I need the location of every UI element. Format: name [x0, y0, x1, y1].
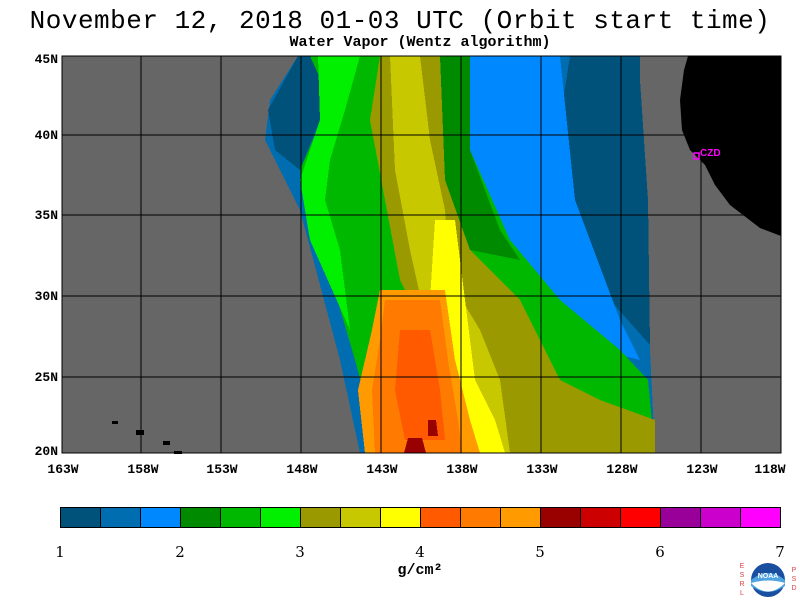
colorbar-swatch	[420, 507, 461, 528]
swath-band-yellowgreen	[390, 56, 510, 453]
station-label: CZD	[700, 148, 721, 159]
svg-text:D: D	[791, 585, 796, 592]
colorbar-tick-label: 1	[55, 543, 65, 561]
lat-label: 35N	[34, 208, 58, 223]
chart-subtitle: Water Vapor (Wentz algorithm)	[289, 34, 551, 51]
colorbar-swatch	[140, 507, 181, 528]
swath-band-darkblue-west	[268, 56, 330, 170]
lon-label: 143W	[366, 462, 398, 477]
lon-label: 148W	[286, 462, 318, 477]
colorbar-tick-label: 7	[775, 543, 785, 561]
colorbar-tick-label: 2	[175, 543, 185, 561]
swath-band-darkred-2	[428, 420, 438, 436]
lon-label: 133W	[526, 462, 558, 477]
lon-label: 138W	[446, 462, 478, 477]
swath-band-darkblue-east	[560, 56, 650, 345]
lon-label: 158W	[127, 462, 159, 477]
colorbar-swatch	[620, 507, 661, 528]
lon-label: 118W	[754, 462, 786, 477]
colorbar-swatch	[660, 507, 701, 528]
svg-text:R: R	[739, 581, 744, 588]
lat-label: 20N	[34, 444, 58, 459]
vapor-swath	[265, 56, 655, 453]
station-marker	[693, 152, 700, 160]
colorbar-swatch	[60, 507, 101, 528]
colorbar-swatch	[540, 507, 581, 528]
lat-label: 40N	[34, 128, 58, 143]
swath-band-darkred	[404, 438, 426, 453]
swath-band-yellow	[430, 220, 505, 453]
colorbar-swatch	[340, 507, 381, 528]
lat-label: 30N	[34, 289, 58, 304]
colorbar-swatch	[180, 507, 221, 528]
colorbar-swatch	[220, 507, 261, 528]
logo-center-text: NOAA	[758, 573, 779, 580]
colorbar-swatch	[460, 507, 501, 528]
logo-left-text: E	[740, 563, 745, 570]
graticule	[62, 56, 781, 453]
colorbar-swatch	[500, 507, 541, 528]
colorbar-tick-label: 4	[415, 543, 425, 561]
swath-band-redorange	[395, 330, 445, 440]
colorbar-tick-label: 3	[295, 543, 305, 561]
colorbar-unit: g/cm²	[397, 562, 443, 579]
colorbar-swatch	[380, 507, 421, 528]
svg-text:L: L	[740, 590, 744, 597]
lon-label: 128W	[606, 462, 638, 477]
swath-band-darkgreen	[440, 56, 520, 260]
colorbar-swatch	[700, 507, 741, 528]
chart-title: November 12, 2018 01-03 UTC (Orbit start…	[29, 6, 771, 36]
colorbar-tick-label: 5	[535, 543, 545, 561]
colorbar-swatch	[100, 507, 141, 528]
lon-label: 153W	[206, 462, 238, 477]
svg-text:S: S	[792, 576, 797, 583]
colorbar-swatch	[740, 507, 781, 528]
colorbar-tick-label: 6	[655, 543, 665, 561]
swath-band-lightgreen	[300, 56, 360, 330]
swath-band-lightblue	[470, 56, 640, 360]
noaa-logo: E S R L P S D NOAA	[739, 563, 797, 597]
lat-label: 25N	[34, 370, 58, 385]
lon-label: 163W	[47, 462, 79, 477]
logo-right-text: P	[792, 567, 797, 574]
colorbar-swatch	[580, 507, 621, 528]
colorbar-swatch	[260, 507, 301, 528]
lat-label: 45N	[34, 52, 58, 67]
lon-label: 123W	[686, 462, 718, 477]
svg-text:S: S	[740, 572, 745, 579]
land-mass	[680, 56, 781, 236]
colorbar-swatch	[300, 507, 341, 528]
map-frame	[61, 55, 782, 454]
